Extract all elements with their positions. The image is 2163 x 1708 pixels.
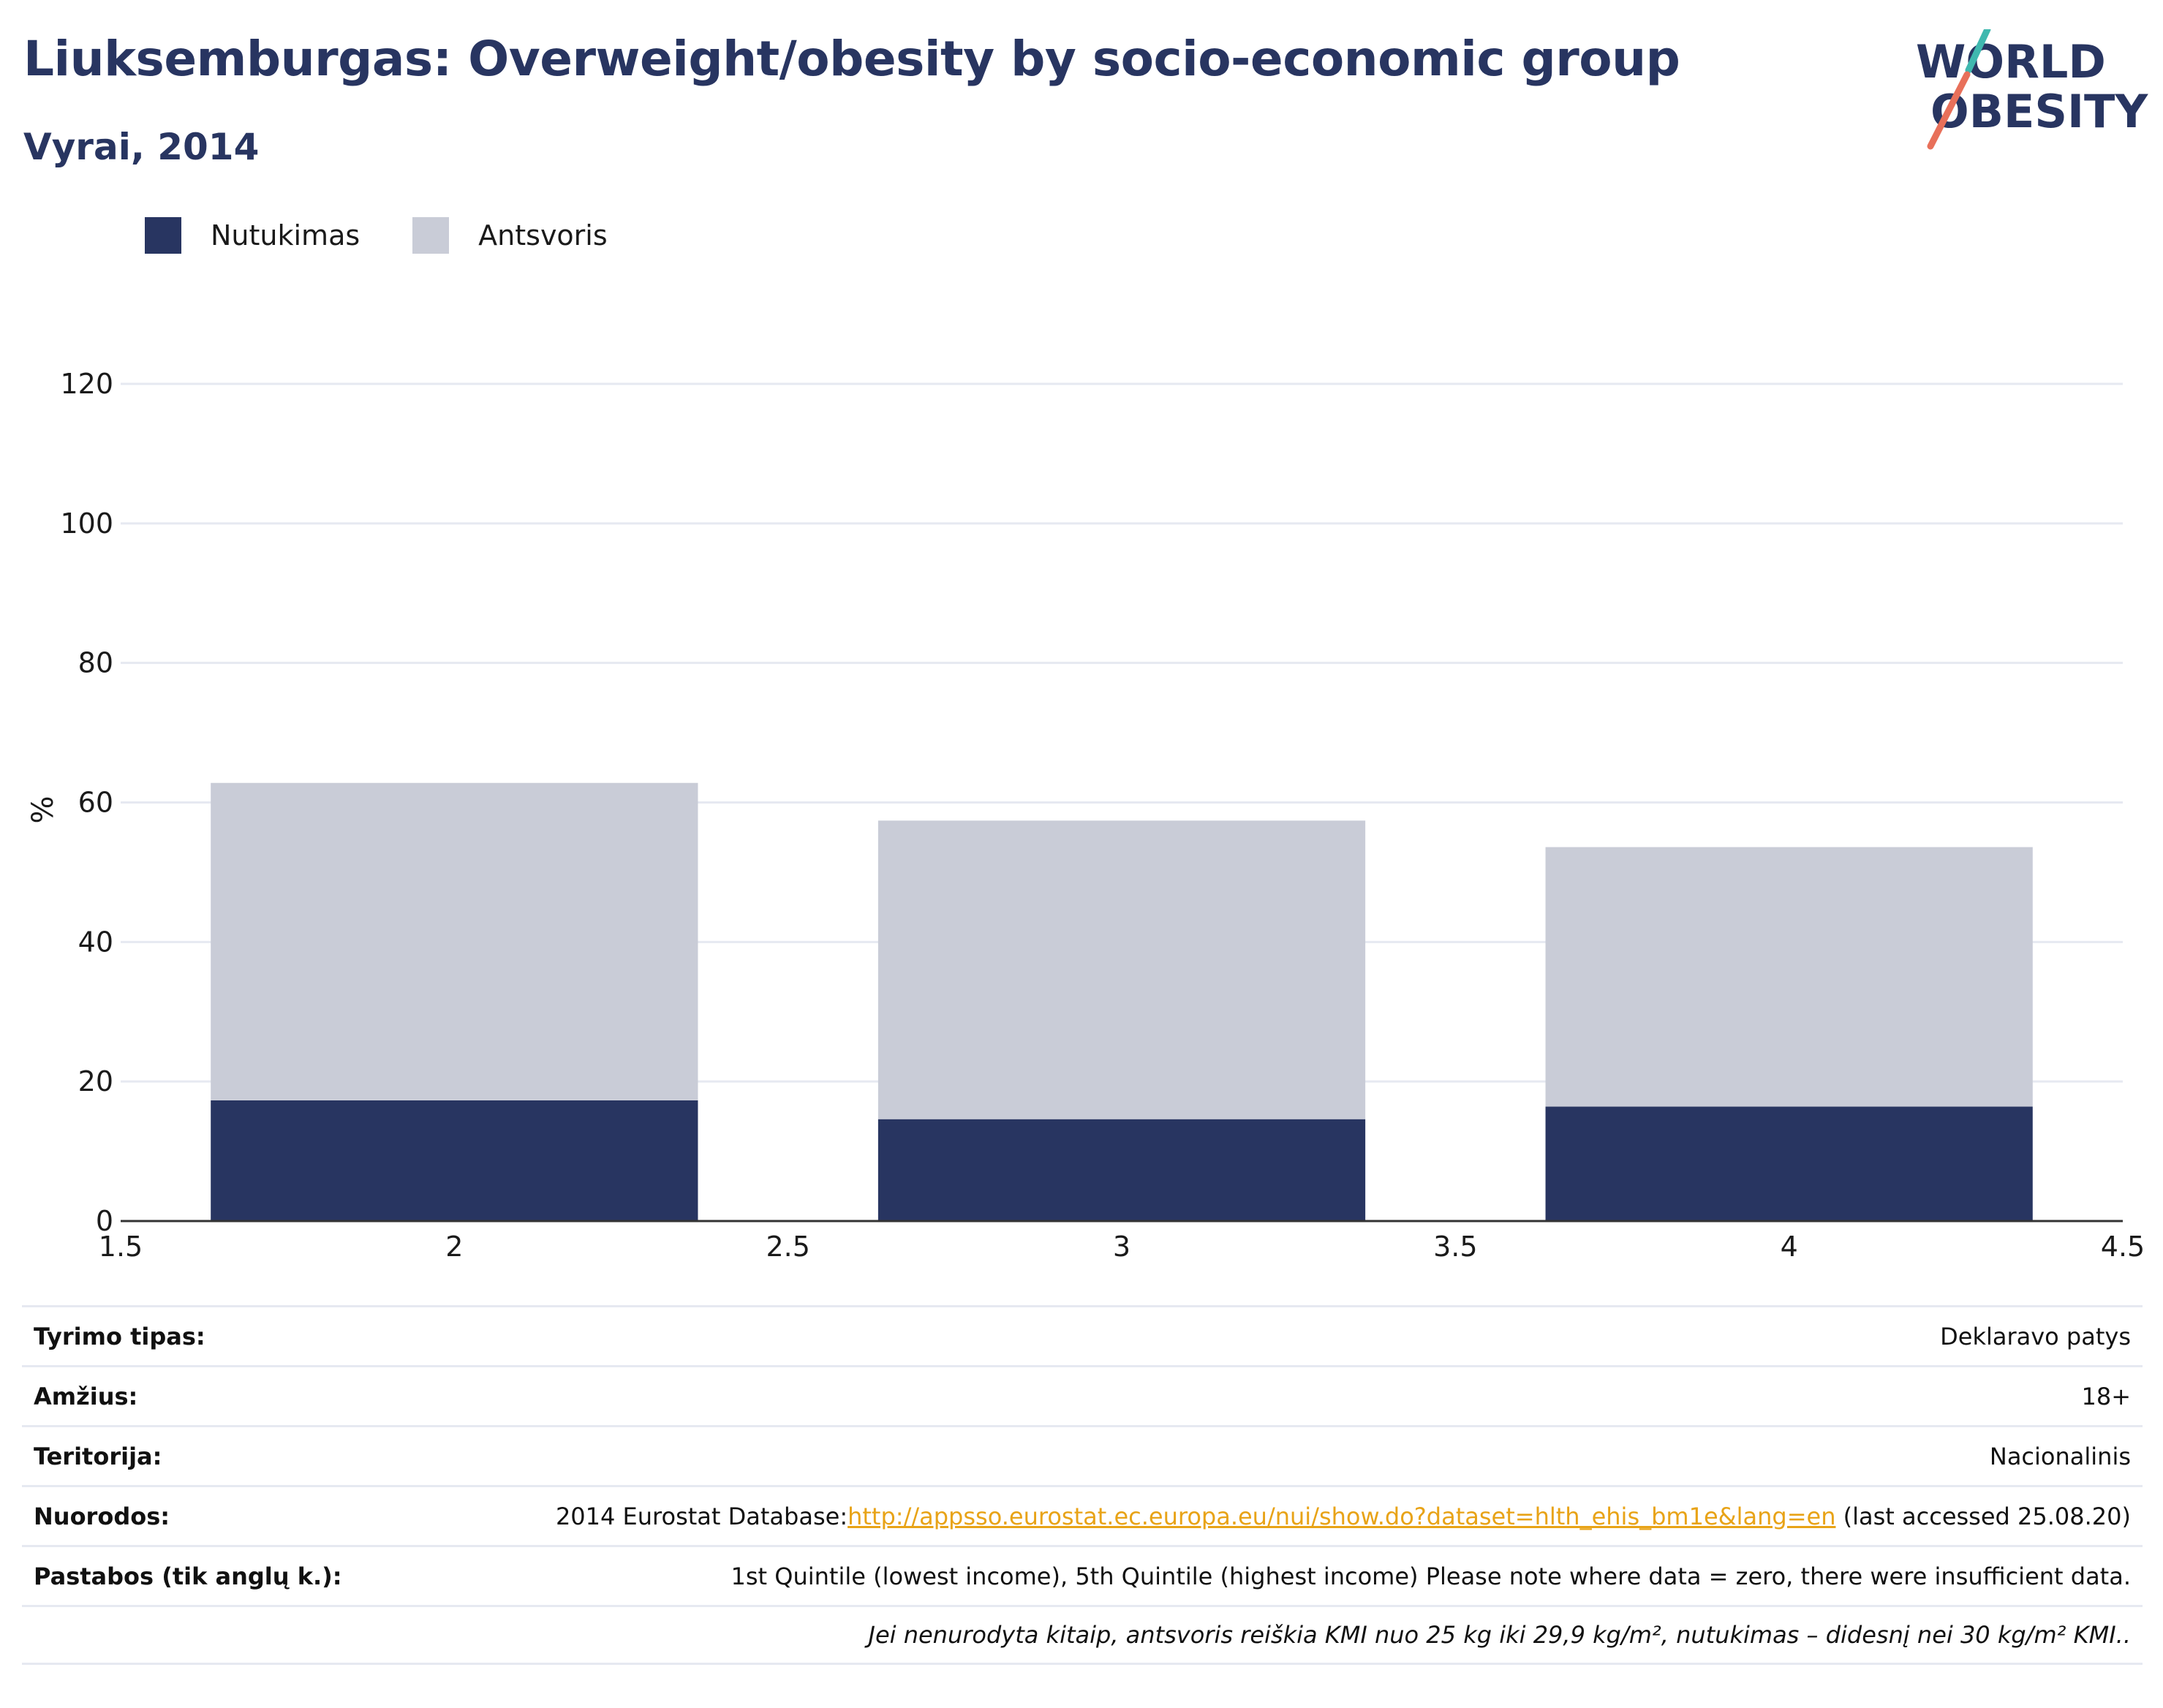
bar-antsvoris[interactable] — [1545, 847, 2033, 1107]
info-key: Teritorija: — [34, 1442, 162, 1470]
legend-item-nutukimas[interactable]: Nutukimas — [145, 217, 360, 254]
logo-text-obesity: OBESITY — [1930, 85, 2148, 138]
info-value: 2014 Eurostat Database:http://appsso.eur… — [556, 1503, 2131, 1530]
chart-subtitle: Vyrai, 2014 — [23, 126, 260, 168]
info-row-notes: Pastabos (tik anglų k.): 1st Quintile (l… — [22, 1545, 2143, 1605]
info-key: Nuorodos: — [34, 1502, 170, 1530]
x-tick-label: 2 — [445, 1231, 463, 1263]
axis-layer: 0 20 40 60 80 100 120 1.5 2 2.5 3 3.5 4 4.5% — [26, 368, 2145, 1263]
info-row-survey-type: Tyrimo tipas: Deklaravo patys — [22, 1305, 2143, 1365]
world-obesity-logo: WORLD OBESITY — [1916, 29, 2148, 150]
definition-footnote: Jei nenurodyta kitaip, antsvoris reiškia… — [868, 1621, 2132, 1649]
info-value: 18+ — [2081, 1382, 2131, 1410]
reference-link[interactable]: http://appsso.eurostat.ec.europa.eu/nui/… — [848, 1502, 1836, 1530]
bar-antsvoris[interactable] — [877, 820, 1366, 1119]
legend-label-nutukimas: Nutukimas — [211, 219, 360, 252]
info-key: Amžius: — [34, 1382, 138, 1410]
bar-antsvoris[interactable] — [211, 782, 698, 1100]
info-value: Deklaravo patys — [1940, 1322, 2131, 1350]
info-key: Tyrimo tipas: — [34, 1322, 205, 1350]
info-key: Pastabos (tik anglų k.): — [34, 1562, 342, 1590]
logo-text-world: WORLD — [1916, 35, 2106, 88]
bar-nutukimas[interactable] — [877, 1119, 1366, 1221]
bar-chart: 0 20 40 60 80 100 120 1.5 2 2.5 3 3.5 4 4.5% — [26, 368, 2145, 1263]
chart-title: Liuksemburgas: Overweight/obesity by soc… — [23, 31, 1680, 87]
legend-item-antsvoris[interactable]: Antsvoris — [412, 217, 608, 254]
reference-suffix: (last accessed 25.08.20) — [1835, 1502, 2131, 1530]
y-tick-label: 60 — [78, 787, 113, 819]
x-tick-label: 4 — [1781, 1231, 1798, 1263]
legend-swatch-nutukimas — [145, 217, 181, 254]
legend-swatch-antsvoris — [412, 217, 450, 254]
info-table: Tyrimo tipas: Deklaravo patys Amžius: 18… — [22, 1305, 2143, 1665]
info-row-territory: Teritorija: Nacionalinis — [22, 1425, 2143, 1485]
info-value: 1st Quintile (lowest income), 5th Quinti… — [731, 1562, 2132, 1590]
info-row-footnote: Jei nenurodyta kitaip, antsvoris reiškia… — [22, 1605, 2143, 1665]
bar-nutukimas[interactable] — [1545, 1106, 2033, 1221]
bar-layer — [211, 782, 2033, 1221]
legend: Nutukimas Antsvoris — [145, 215, 660, 256]
logo-slash-teal — [1965, 29, 1991, 74]
y-axis-label: % — [26, 796, 60, 823]
y-tick-label: 120 — [60, 368, 113, 400]
info-value: Nacionalinis — [1989, 1442, 2131, 1470]
logo-slash-coral — [1927, 71, 1971, 150]
x-tick-label: 3 — [1113, 1231, 1130, 1263]
x-tick-label: 3.5 — [1433, 1231, 1477, 1263]
info-row-references: Nuorodos: 2014 Eurostat Database:http://… — [22, 1485, 2143, 1545]
y-tick-label: 100 — [60, 507, 113, 540]
legend-label-antsvoris: Antsvoris — [478, 219, 608, 252]
y-tick-label: 40 — [78, 926, 113, 958]
x-tick-label: 4.5 — [2101, 1231, 2145, 1263]
y-tick-label: 20 — [78, 1065, 113, 1097]
y-tick-label: 80 — [78, 647, 113, 679]
bar-nutukimas[interactable] — [211, 1100, 698, 1221]
info-row-age: Amžius: 18+ — [22, 1365, 2143, 1425]
x-tick-label: 1.5 — [99, 1231, 143, 1263]
y-tick-label: 0 — [96, 1205, 113, 1237]
x-tick-label: 2.5 — [766, 1231, 809, 1263]
reference-prefix: 2014 Eurostat Database: — [555, 1502, 848, 1530]
